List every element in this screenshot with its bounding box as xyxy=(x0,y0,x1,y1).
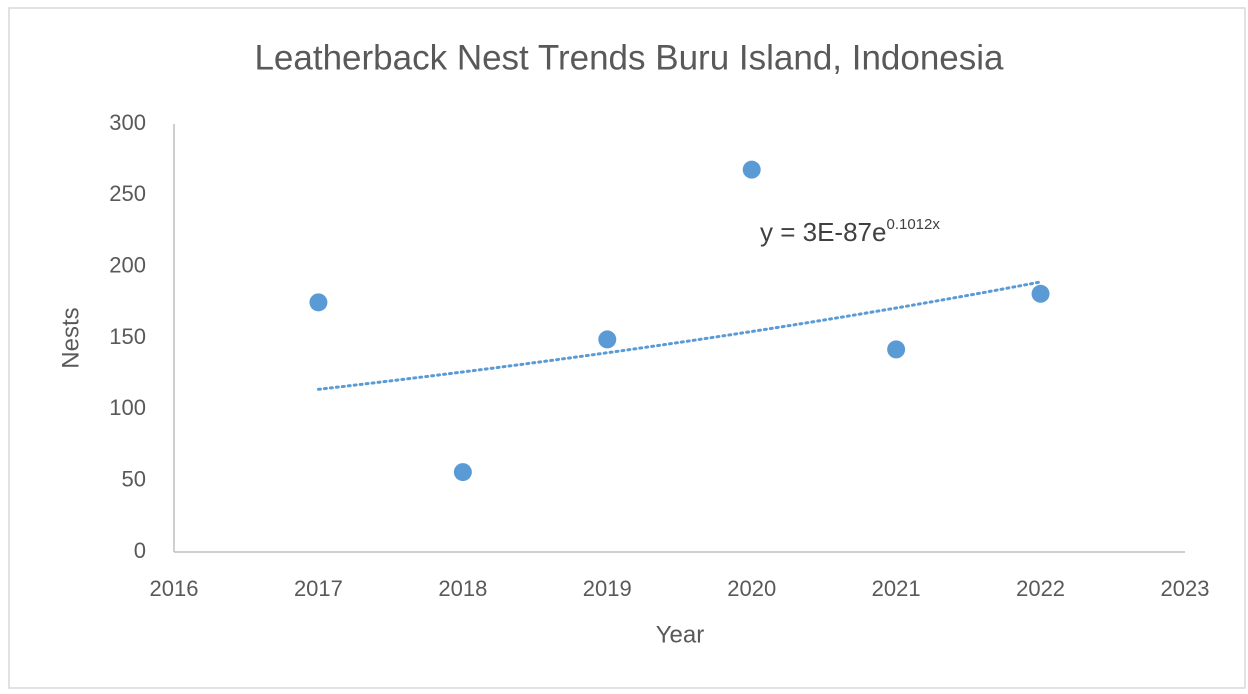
data-point xyxy=(1031,284,1050,303)
x-tick-label: 2016 xyxy=(150,576,199,601)
data-point xyxy=(309,293,328,312)
x-tick-label: 2021 xyxy=(872,576,921,601)
y-tick-label: 250 xyxy=(109,181,146,206)
data-point xyxy=(742,160,761,179)
x-tick-label: 2017 xyxy=(294,576,343,601)
equation-exponent: 0.1012x xyxy=(886,216,940,233)
trendline-equation: y = 3E-87e0.1012x xyxy=(760,216,940,247)
y-axis-title: Nests xyxy=(57,307,84,368)
chart-border xyxy=(8,7,1246,689)
trendline xyxy=(316,280,1043,391)
y-tick-label: 0 xyxy=(134,538,146,563)
chart-title: Leatherback Nest Trends Buru Island, Ind… xyxy=(254,38,1004,77)
y-tick-label: 150 xyxy=(109,324,146,349)
data-point xyxy=(453,463,472,482)
data-point xyxy=(887,340,906,359)
y-tick-label: 100 xyxy=(109,395,146,420)
y-tick-label: 200 xyxy=(109,252,146,277)
x-tick-label: 2020 xyxy=(727,576,776,601)
y-tick-label: 50 xyxy=(122,466,146,491)
x-tick-label: 2019 xyxy=(583,576,632,601)
x-tick-label: 2022 xyxy=(1016,576,1065,601)
x-axis-title: Year xyxy=(656,621,705,648)
x-tick-label: 2018 xyxy=(438,576,487,601)
data-point xyxy=(598,330,617,349)
y-tick-label: 300 xyxy=(109,110,146,135)
x-tick-label: 2023 xyxy=(1161,576,1210,601)
equation-text: y = 3E-87e xyxy=(760,217,886,247)
